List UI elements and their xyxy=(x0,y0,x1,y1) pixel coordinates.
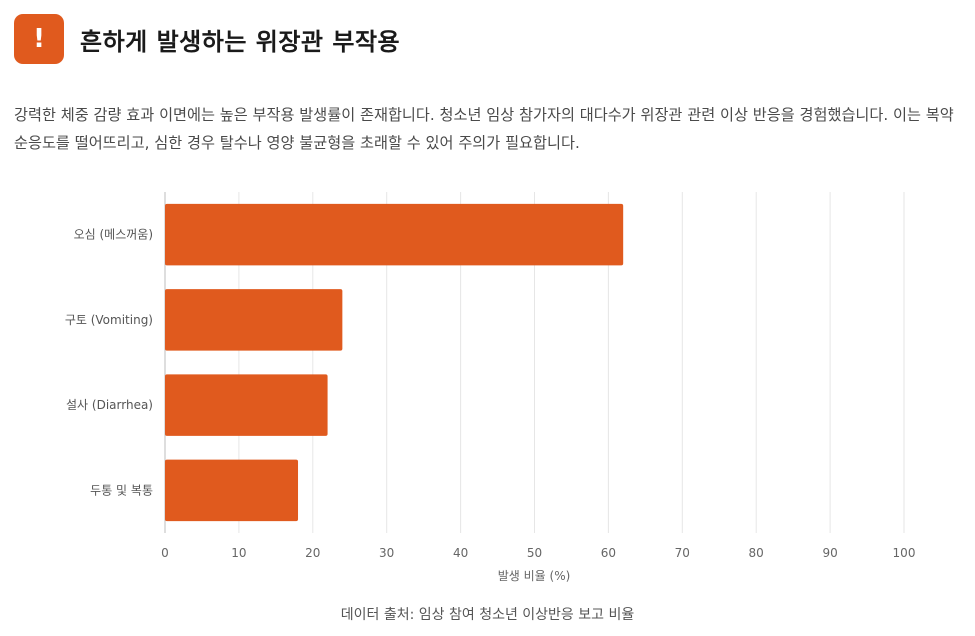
y-tick-label: 오심 (메스꺼움) xyxy=(74,228,153,242)
bar-chart: 오심 (메스꺼움) 구토 (Vomiting) 설사 (Diarrhea) 두통 및 … xyxy=(0,180,975,590)
y-tick-labels: 오심 (메스꺼움) 구토 (Vomiting) 설사 (Diarrhea) 두통 및 … xyxy=(65,228,153,498)
x-tick-label: 40 xyxy=(453,546,468,560)
x-tick-label: 0 xyxy=(161,546,169,560)
x-tick-label: 70 xyxy=(675,546,690,560)
chart-svg: 오심 (메스꺼움) 구토 (Vomiting) 설사 (Diarrhea) 두통 및 … xyxy=(65,192,915,583)
x-tick-label: 100 xyxy=(893,546,916,560)
x-axis-title: 발생 비율 (%) xyxy=(498,569,571,583)
y-tick-label: 설사 (Diarrhea) xyxy=(66,398,153,412)
bar xyxy=(165,459,299,522)
page-title: 흔하게 발생하는 위장관 부작용 xyxy=(80,27,401,56)
exclamation-icon: ! xyxy=(14,14,64,64)
x-tick-label: 80 xyxy=(749,546,764,560)
x-tick-label: 50 xyxy=(527,546,542,560)
x-tick-label: 90 xyxy=(822,546,837,560)
bars xyxy=(165,203,624,522)
y-tick-label: 구토 (Vomiting) xyxy=(65,313,153,327)
x-tick-label: 30 xyxy=(379,546,394,560)
y-tick-label: 두통 및 복통 xyxy=(90,483,153,497)
x-tick-label: 20 xyxy=(305,546,320,560)
x-tick-label: 60 xyxy=(601,546,616,560)
bar xyxy=(165,203,624,266)
x-tick-labels: 0 10 20 30 40 50 60 70 80 90 100 xyxy=(161,546,915,560)
header: ! 흔하게 발생하는 위장관 부작용 xyxy=(14,14,400,64)
description-text: 강력한 체중 감량 효과 이면에는 높은 부작용 발생률이 존재합니다. 청소년… xyxy=(14,106,954,152)
bar xyxy=(165,374,328,436)
source-note: 데이터 출처: 임상 참여 청소년 이상반응 보고 비율 xyxy=(340,607,635,623)
bar xyxy=(165,289,343,351)
x-tick-label: 10 xyxy=(231,546,246,560)
